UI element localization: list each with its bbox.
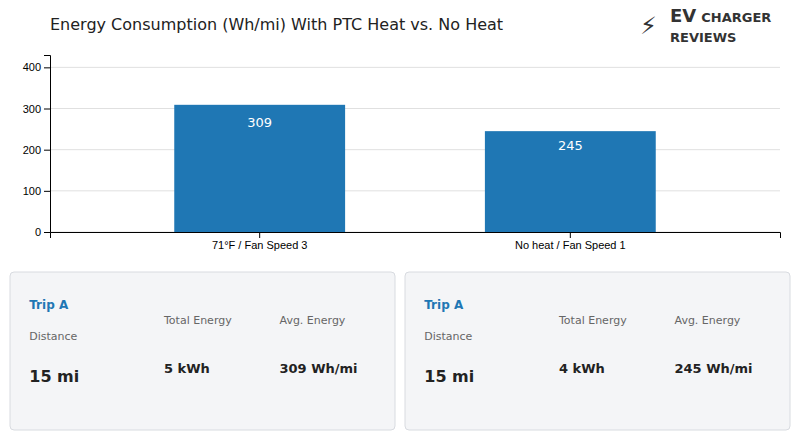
grid-line bbox=[50, 149, 780, 150]
panel-text: 245 Wh/mi bbox=[675, 361, 753, 376]
tick-mark bbox=[44, 191, 50, 192]
tick: No heat / Fan Speed 1 bbox=[515, 232, 626, 251]
panel-text: 5 kWh bbox=[164, 361, 210, 376]
panel: Trip A Distance 15 mi Total Energy 5 kWh Avg.… bbox=[10, 272, 395, 430]
tick: 200 bbox=[23, 144, 50, 156]
tick-label: 300 bbox=[23, 103, 41, 115]
panel-text: Distance bbox=[424, 330, 472, 343]
panel-text: Total Energy bbox=[558, 314, 627, 327]
tick-mark bbox=[44, 232, 50, 233]
grid-line bbox=[50, 67, 780, 68]
panel-text: Avg. Energy bbox=[675, 314, 741, 327]
x-axis: 71°F / Fan Speed 3 No heat / Fan Speed 1 bbox=[51, 232, 781, 251]
panel-text: 4 kWh bbox=[559, 361, 605, 376]
grid-line bbox=[50, 108, 780, 109]
bars bbox=[174, 105, 655, 232]
tick: 0 bbox=[35, 226, 50, 238]
tick-label: 400 bbox=[23, 61, 41, 73]
panel-text: 15 mi bbox=[29, 367, 79, 386]
logo-text: EV bbox=[670, 5, 696, 26]
panel-text: Trip A bbox=[29, 298, 69, 312]
title: Energy Consumption (Wh/mi) With PTC Heat… bbox=[50, 15, 503, 34]
logo-text: CHARGER bbox=[701, 10, 771, 25]
panel-text: 15 mi bbox=[424, 367, 474, 386]
tick-label: No heat / Fan Speed 1 bbox=[515, 239, 626, 251]
data-label: 309 bbox=[247, 115, 272, 130]
tick-label: 71°F / Fan Speed 3 bbox=[212, 239, 308, 251]
panel-text: Avg. Energy bbox=[280, 314, 346, 327]
tick-mark bbox=[44, 109, 50, 110]
axis-line bbox=[51, 233, 781, 239]
bar bbox=[485, 131, 656, 232]
bar bbox=[174, 105, 345, 232]
tick: 300 bbox=[23, 103, 50, 115]
logo-text: REVIEWS bbox=[670, 30, 736, 45]
data-label: 245 bbox=[558, 138, 583, 153]
panel-background bbox=[405, 272, 790, 430]
logo: ⚡ EV CHARGER REVIEWS bbox=[640, 5, 771, 45]
tick: 400 bbox=[23, 61, 50, 73]
chart: Energy Consumption (Wh/mi) With PTC Heat… bbox=[0, 0, 800, 437]
tick: 100 bbox=[23, 185, 50, 197]
tick: 71°F / Fan Speed 3 bbox=[212, 232, 308, 251]
plot: 0 100 200 300 400 71°F / Fan Speed 3 No heat /… bbox=[23, 56, 781, 251]
panel-text: Trip A bbox=[424, 298, 464, 312]
y-axis: 0 100 200 300 400 bbox=[23, 56, 51, 239]
logo-bolt: ⚡ bbox=[640, 12, 657, 40]
tick-label: 200 bbox=[23, 144, 41, 156]
tick-label: 100 bbox=[23, 185, 41, 197]
tick-mark bbox=[44, 150, 50, 151]
panel: Trip A Distance 15 mi Total Energy 4 kWh Avg.… bbox=[405, 272, 790, 430]
tick-mark bbox=[259, 232, 260, 238]
tick-mark bbox=[570, 232, 571, 238]
panel-background bbox=[10, 272, 395, 430]
panel-text: Distance bbox=[29, 330, 77, 343]
tick-label: 0 bbox=[35, 226, 41, 238]
panel-text: Total Energy bbox=[163, 314, 232, 327]
grid-line bbox=[50, 190, 780, 191]
grid bbox=[50, 67, 780, 232]
data-labels: 309 245 bbox=[247, 115, 582, 152]
tick-mark bbox=[44, 67, 50, 68]
panel-text: 309 Wh/mi bbox=[280, 361, 358, 376]
axis-line bbox=[44, 56, 51, 233]
